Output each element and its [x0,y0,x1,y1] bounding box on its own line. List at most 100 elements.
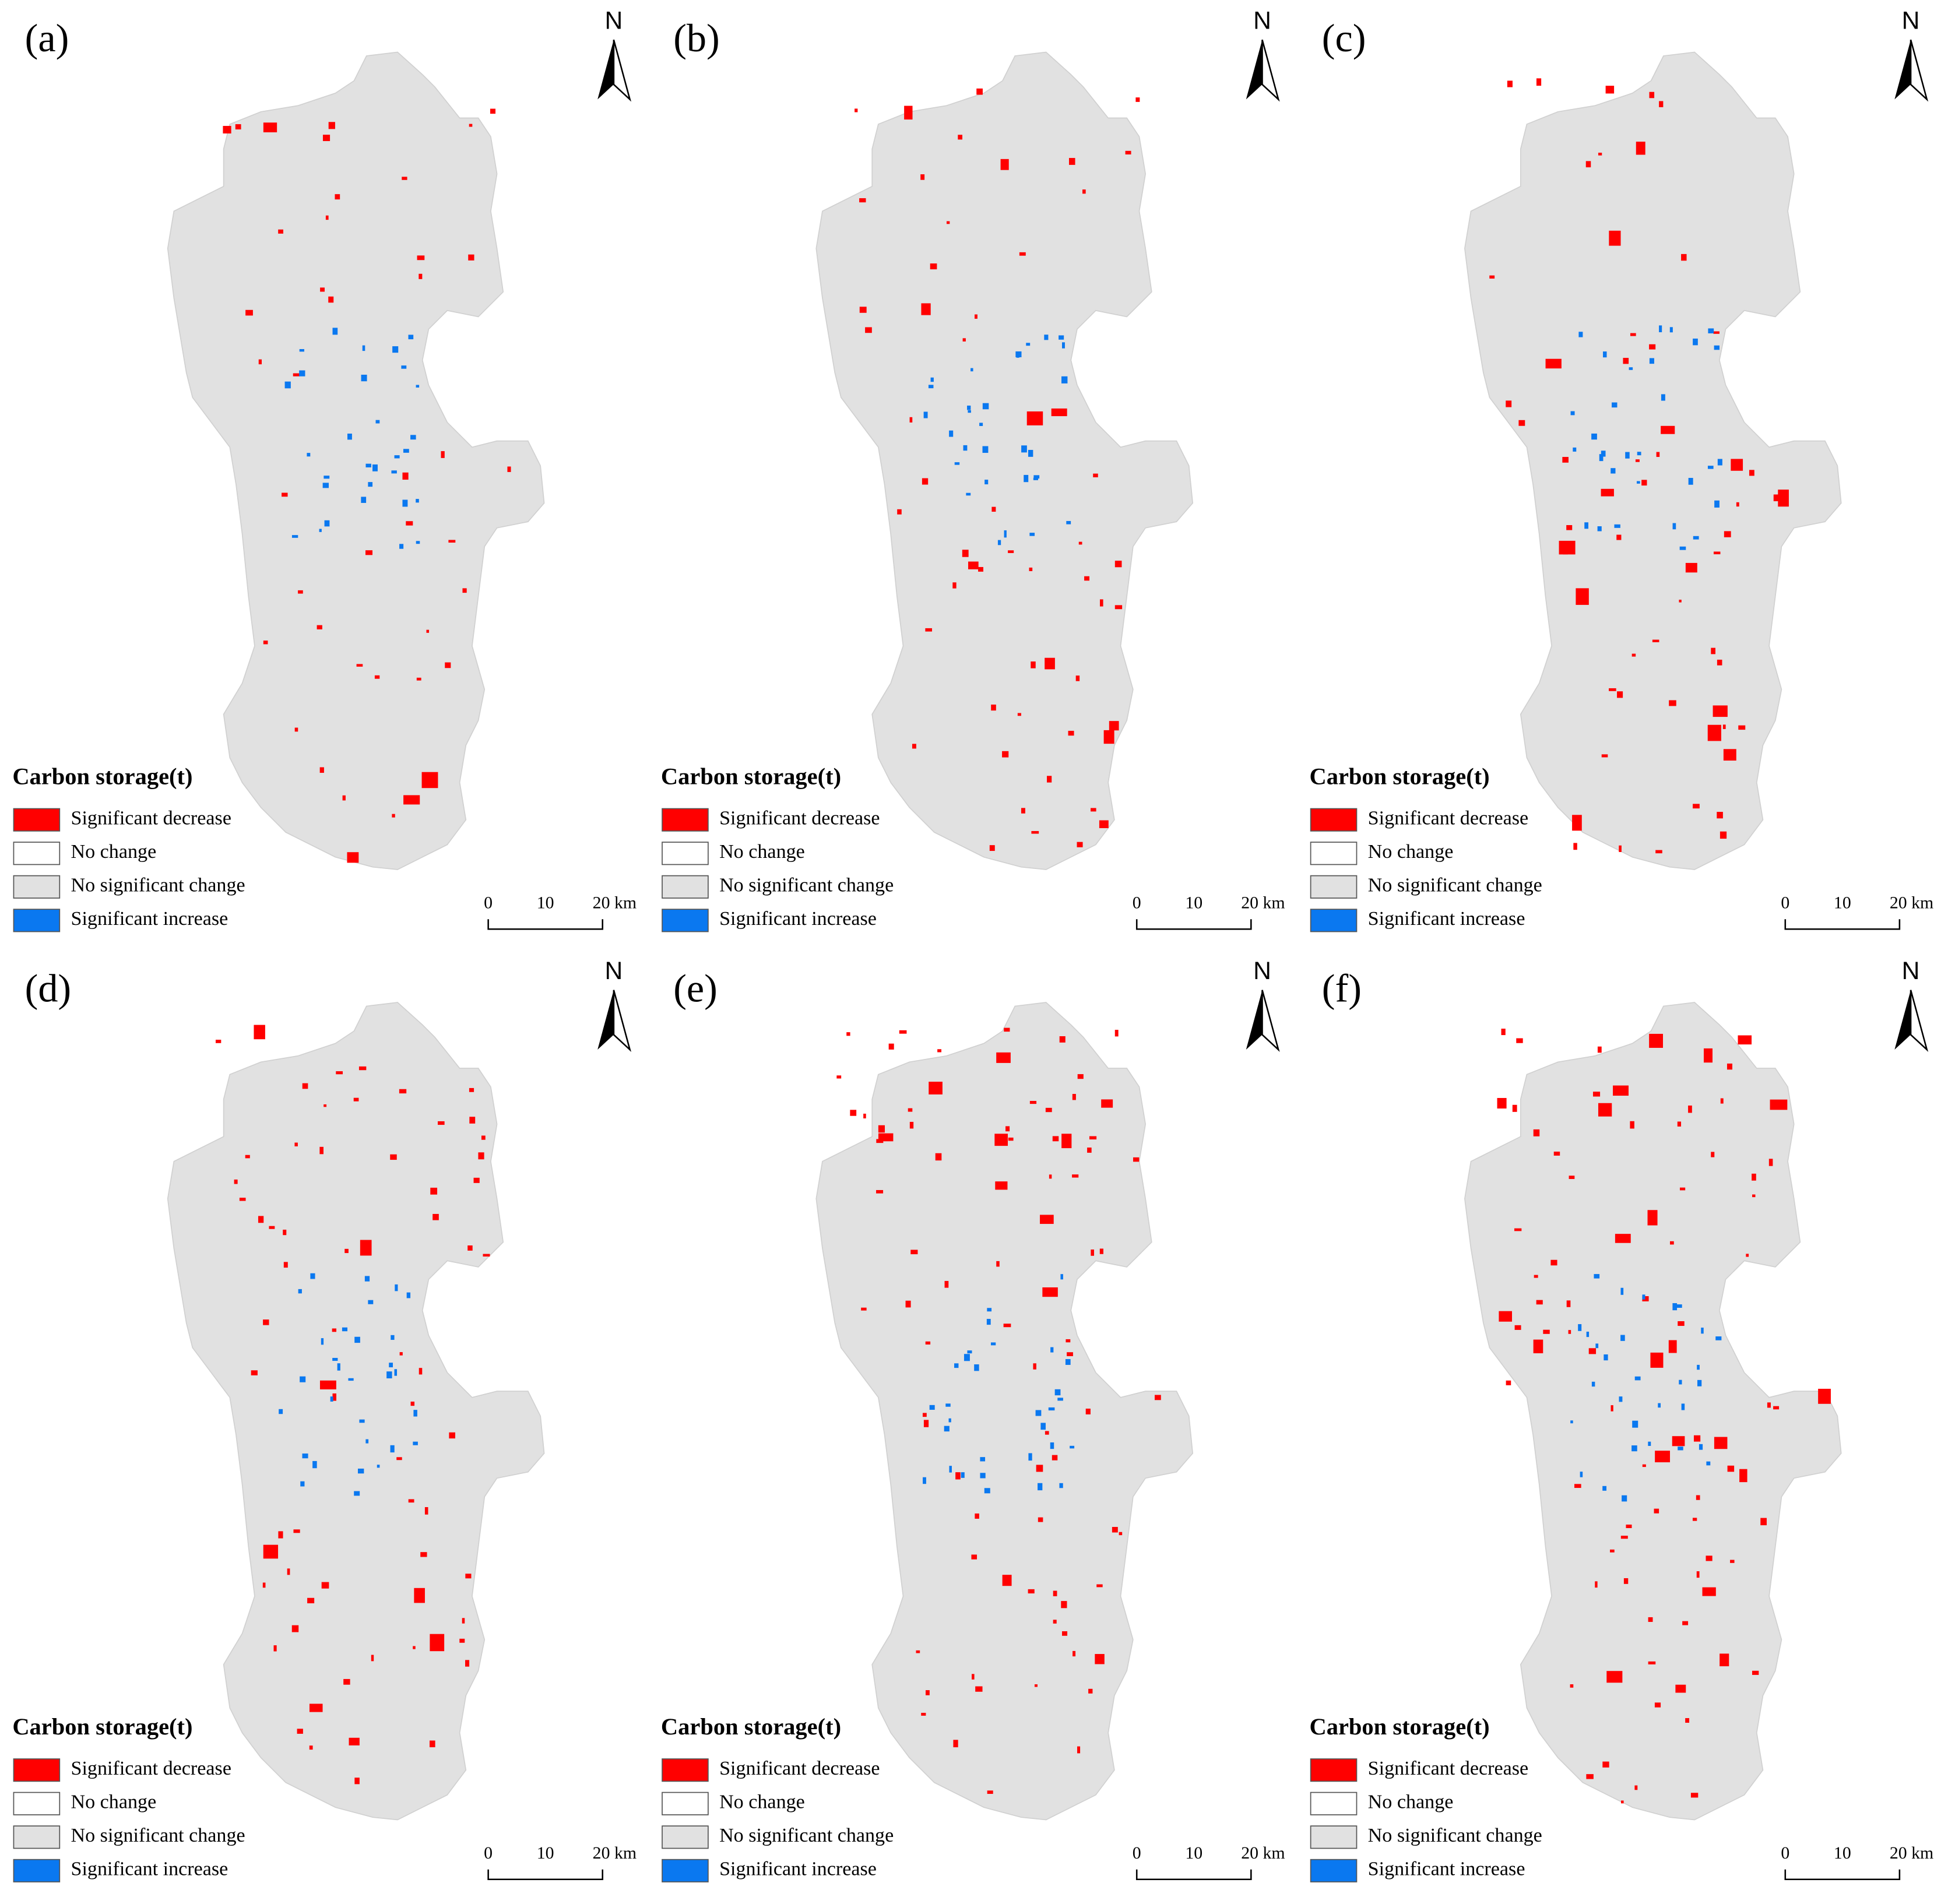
decrease-patch [1706,1555,1713,1561]
increase-patch [1637,452,1641,456]
scale-label: 10 [537,893,554,912]
decrease-patch [507,466,511,472]
scale-label: 10 [1834,1843,1851,1863]
decrease-patch [1717,659,1722,666]
increase-patch [1044,335,1049,340]
increase-patch [361,497,367,503]
legend-label: Significant decrease [719,808,880,829]
map-panel: (f) N Carbon storage(t) Significant decreas… [1309,957,1933,1882]
decrease-patch [1630,333,1636,336]
decrease-patch [944,1280,949,1288]
decrease-patch [865,327,872,333]
decrease-patch [1617,691,1623,698]
decrease-patch [905,1300,911,1308]
increase-patch [391,1335,395,1340]
legend-label: No significant change [1368,875,1542,896]
increase-patch [1040,1423,1046,1430]
increase-patch [307,453,311,457]
decrease-patch [254,1025,265,1040]
decrease-patch [1499,1311,1513,1322]
decrease-patch [1696,1495,1700,1500]
increase-patch [410,435,416,440]
decrease-patch [1051,408,1067,417]
legend-label: No change [1368,1792,1454,1813]
increase-patch [967,405,971,410]
decrease-patch [1690,1793,1699,1798]
decrease-patch [1569,1176,1575,1180]
legend-label: No change [1368,841,1454,863]
decrease-patch [1818,1388,1831,1404]
decrease-patch [968,561,979,569]
increase-patch [1603,351,1607,358]
decrease-patch [263,1544,279,1559]
decrease-patch [1017,713,1021,716]
increase-patch [1573,447,1577,452]
increase-patch [1033,475,1040,479]
decrease-patch [424,1507,428,1515]
decrease-patch [925,628,933,632]
decrease-patch [971,1554,977,1560]
decrease-patch [263,1319,269,1325]
decrease-patch [1112,1527,1118,1533]
decrease-patch [258,1216,264,1223]
decrease-patch [1738,725,1746,730]
increase-patch [1697,1364,1700,1370]
decrease-patch [863,1113,866,1119]
north-label: N [1902,7,1920,35]
decrease-patch [1749,470,1754,476]
decrease-patch [1722,724,1726,729]
north-arrow-left [1246,40,1263,100]
legend-label: Significant decrease [1368,1758,1528,1779]
legend-label: Significant decrease [1368,808,1528,829]
increase-patch [979,423,983,426]
decrease-patch [1672,1436,1685,1447]
decrease-patch [1648,1617,1653,1622]
decrease-patch [430,1187,438,1195]
decrease-patch [1652,639,1659,642]
increase-patch [1681,1403,1685,1410]
decrease-patch [1053,1620,1057,1624]
decrease-patch [1563,550,1568,555]
increase-patch [364,1276,370,1282]
increase-patch [930,377,934,382]
legend-label: No significant change [719,875,894,896]
increase-patch [954,462,960,465]
decrease-patch [1052,1136,1059,1142]
increase-patch [980,1473,986,1479]
north-arrow-left [597,40,614,100]
decrease-patch [1534,1275,1538,1278]
decrease-patch [1154,1395,1161,1400]
increase-patch [413,1410,417,1417]
decrease-patch [1000,159,1009,170]
panel-label: (a) [25,16,69,60]
legend-swatch [13,1758,61,1782]
scale-label: 0 [484,1843,493,1863]
decrease-patch [1061,1134,1072,1149]
north-arrow-right [1261,990,1280,1052]
increase-patch [1632,1420,1638,1428]
increase-patch [319,529,322,532]
decrease-patch [1008,1137,1014,1141]
decrease-patch [1623,358,1629,364]
decrease-patch [926,1690,930,1695]
decrease-patch [365,550,373,555]
decrease-patch [356,664,363,667]
increase-patch [971,368,973,372]
increase-patch [1059,335,1064,340]
decrease-patch [1566,525,1573,530]
decrease-patch [910,1250,918,1255]
increase-patch [1611,468,1616,474]
decrease-patch [1506,400,1512,407]
scale-label: 20 km [593,1843,637,1863]
increase-patch [375,420,380,424]
decrease-patch [1099,820,1109,828]
increase-patch [300,1481,305,1487]
decrease-patch [1501,1029,1506,1036]
increase-patch [310,1273,315,1279]
increase-patch [1591,433,1597,440]
legend-swatch [13,842,61,865]
north-arrow-left [1894,990,1911,1050]
north-arrow-left [1246,990,1263,1050]
increase-patch [1699,1444,1703,1450]
increase-patch [980,1457,986,1462]
